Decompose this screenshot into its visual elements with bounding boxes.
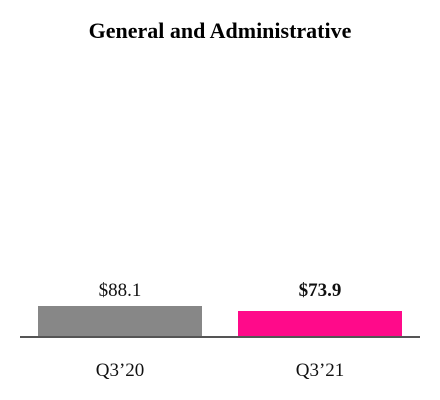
bar-0 [38, 306, 202, 337]
x-tick-label-1: Q3’21 [296, 360, 345, 381]
chart-title: General and Administrative [88, 18, 352, 43]
value-label-0: $88.1 [99, 280, 142, 301]
x-tick-label-0: Q3’20 [96, 360, 145, 381]
value-label-1: $73.9 [299, 280, 342, 301]
bars-layer [38, 306, 402, 337]
bar-1 [238, 310, 402, 337]
labels-layer: $88.1 Q3’20 $73.9 Q3’21 [96, 280, 345, 381]
